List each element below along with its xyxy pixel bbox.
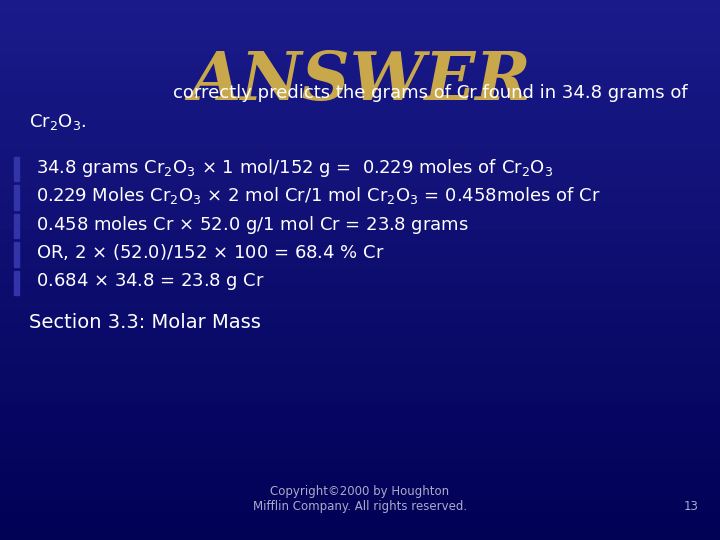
Bar (0, 14, 720, 27)
Text: Cr$_2$O$_3$.: Cr$_2$O$_3$. (29, 112, 86, 132)
Bar (0, 216, 720, 229)
Bar (0, 135, 720, 148)
Bar (14, 242, 19, 267)
Bar (14, 271, 19, 295)
Bar (0, 176, 720, 189)
Text: 0.684 $\times$ 34.8 = 23.8 g Cr: 0.684 $\times$ 34.8 = 23.8 g Cr (36, 271, 264, 292)
Bar (0, 243, 720, 256)
Text: OR, 2 $\times$ (52.0)/152 $\times$ 100 = 68.4 % Cr: OR, 2 $\times$ (52.0)/152 $\times$ 100 =… (36, 242, 384, 262)
Bar (0, 405, 720, 418)
Text: Copyright©2000 by Houghton
Mifflin Company. All rights reserved.: Copyright©2000 by Houghton Mifflin Compa… (253, 485, 467, 513)
Text: 0.229 Moles Cr$_2$O$_3$ $\times$ 2 mol Cr/1 mol Cr$_2$O$_3$ = 0.458moles of Cr: 0.229 Moles Cr$_2$O$_3$ $\times$ 2 mol C… (36, 185, 601, 206)
Bar (0, 432, 720, 445)
Bar (0, 0, 720, 14)
Bar (0, 351, 720, 364)
Bar (0, 202, 720, 216)
Text: 13: 13 (683, 500, 698, 513)
Bar (0, 378, 720, 392)
Bar (0, 162, 720, 176)
Bar (0, 324, 720, 338)
Bar (0, 148, 720, 162)
Bar (0, 189, 720, 202)
Bar (0, 297, 720, 310)
Bar (0, 338, 720, 351)
Bar (14, 185, 19, 210)
Bar (0, 310, 720, 324)
Bar (0, 256, 720, 270)
Bar (0, 54, 720, 68)
Bar (0, 364, 720, 378)
Bar (14, 157, 19, 181)
Bar (0, 472, 720, 486)
Bar (0, 446, 720, 459)
Bar (0, 270, 720, 284)
Bar (0, 513, 720, 526)
Bar (0, 500, 720, 513)
Bar (0, 459, 720, 472)
Bar (0, 526, 720, 540)
Text: correctly predicts the grams of Cr found in 34.8 grams of: correctly predicts the grams of Cr found… (173, 84, 688, 102)
Bar (0, 108, 720, 122)
Bar (0, 122, 720, 135)
Bar (0, 27, 720, 40)
Bar (14, 214, 19, 238)
Text: 34.8 grams Cr$_2$O$_3$ $\times$ 1 mol/152 g =  0.229 moles of Cr$_2$O$_3$: 34.8 grams Cr$_2$O$_3$ $\times$ 1 mol/15… (36, 157, 553, 179)
Bar (0, 40, 720, 54)
Bar (0, 392, 720, 405)
Bar (0, 230, 720, 243)
Text: 0.458 moles Cr $\times$ 52.0 g/1 mol Cr = 23.8 grams: 0.458 moles Cr $\times$ 52.0 g/1 mol Cr … (36, 214, 469, 236)
Text: ANSWER: ANSWER (189, 49, 531, 113)
Bar (0, 284, 720, 297)
Bar (0, 68, 720, 81)
Bar (0, 94, 720, 108)
Bar (0, 486, 720, 500)
Bar (0, 81, 720, 94)
Text: Section 3.3: Molar Mass: Section 3.3: Molar Mass (29, 313, 261, 332)
Bar (0, 418, 720, 432)
